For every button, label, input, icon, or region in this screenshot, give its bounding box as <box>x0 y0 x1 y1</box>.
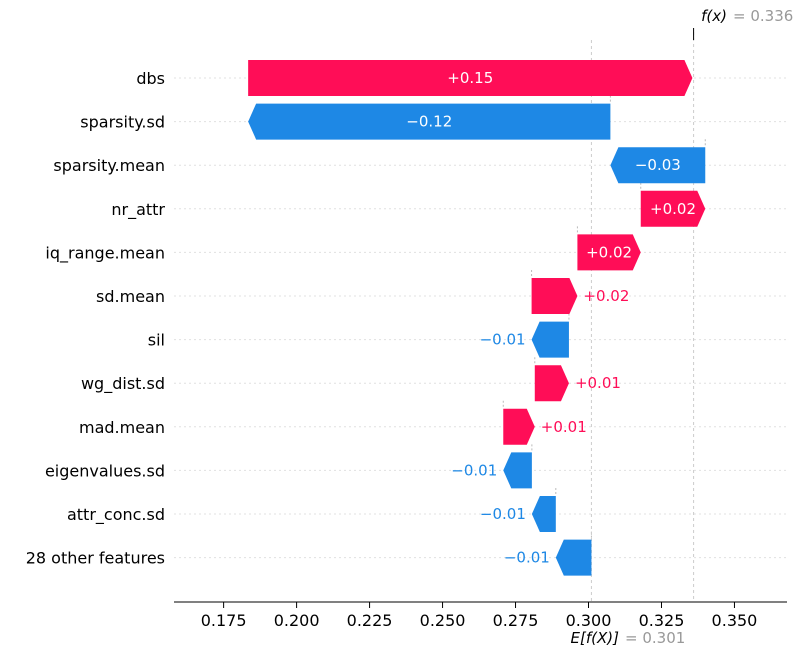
x-tick-label: 0.225 <box>347 611 393 630</box>
feature-bar <box>248 60 693 96</box>
bar-value-label: −0.01 <box>451 461 497 479</box>
feature-bar <box>555 539 592 576</box>
feature-bar <box>531 321 569 358</box>
x-axis: 0.175 0.200 0.225 0.250 0.275 0.300 0.325 0.350 <box>174 601 787 630</box>
feature-label: sparsity.sd <box>80 113 165 132</box>
feature-label: attr_conc.sd <box>67 505 165 525</box>
bar-value-label: +0.02 <box>650 200 696 218</box>
value-annotations: f(x) = 0.336 E[f(X)] = 0.301 <box>571 7 793 647</box>
feature-label: sil <box>148 331 165 350</box>
feature-bars: +0.15 −0.12 −0.03 +0.02 +0.02 +0.02 −0.01 +0.01… <box>248 60 706 576</box>
feature-label: eigenvalues.sd <box>45 461 165 480</box>
feature-bar <box>531 496 556 532</box>
x-tick-label: 0.275 <box>493 611 539 630</box>
feature-bar <box>610 147 706 184</box>
feature-label: sd.mean <box>96 287 165 306</box>
x-tick-label: 0.350 <box>712 611 758 630</box>
feature-bar <box>248 103 611 140</box>
x-tick-label: 0.175 <box>201 611 247 630</box>
bar-value-label: −0.01 <box>480 331 526 349</box>
feature-bar <box>503 452 532 489</box>
ex-label: E[f(X)] <box>571 629 620 647</box>
bar-value-label: +0.15 <box>447 69 493 87</box>
fx-value: = 0.336 <box>733 7 793 25</box>
feature-label: iq_range.mean <box>45 243 165 263</box>
x-tick-label: 0.250 <box>420 611 466 630</box>
fx-label: f(x) <box>701 7 727 25</box>
bar-value-label: −0.12 <box>406 113 452 131</box>
bar-value-label: −0.01 <box>480 505 526 523</box>
feature-bar <box>640 190 706 227</box>
feature-label: nr_attr <box>111 200 165 220</box>
row-gridlines <box>174 77 787 559</box>
bar-value-label: −0.01 <box>504 549 550 567</box>
feature-bar <box>531 278 578 314</box>
feature-label: dbs <box>136 69 165 88</box>
feature-bar <box>577 234 641 271</box>
ex-value: = 0.301 <box>625 629 685 647</box>
feature-label: 28 other features <box>26 549 165 568</box>
feature-labels: dbs sparsity.sd sparsity.mean nr_attr iq_ran… <box>26 69 166 568</box>
bar-value-label: +0.01 <box>541 418 587 436</box>
feature-bar <box>534 365 569 402</box>
feature-label: wg_dist.sd <box>81 374 165 394</box>
bar-value-label: +0.02 <box>586 243 632 261</box>
x-tick-label: 0.300 <box>566 611 612 630</box>
bar-value-label: −0.03 <box>635 156 681 174</box>
bar-value-label: +0.01 <box>575 374 621 392</box>
x-tick-label: 0.200 <box>274 611 320 630</box>
x-tick-label: 0.325 <box>639 611 685 630</box>
reference-lines <box>590 28 695 602</box>
feature-bar <box>503 408 535 445</box>
bar-value-label: +0.02 <box>583 287 629 305</box>
feature-label: sparsity.mean <box>53 156 165 175</box>
feature-label: mad.mean <box>79 418 165 437</box>
